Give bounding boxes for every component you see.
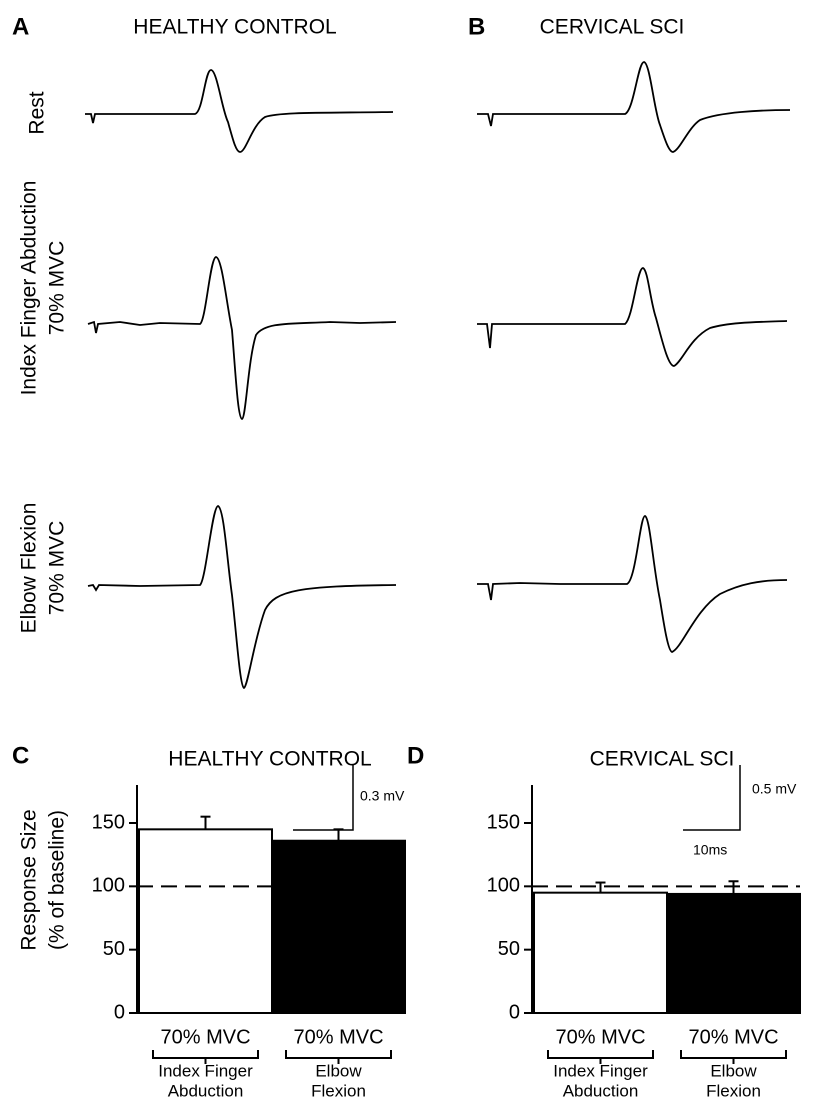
group-label: Abduction: [563, 1081, 639, 1100]
row-label: 70% MVC: [46, 241, 69, 336]
trace: [477, 61, 791, 153]
scale-bar: [683, 765, 741, 831]
x-tick-label: 70% MVC: [160, 1026, 250, 1048]
group-label: Flexion: [706, 1081, 761, 1100]
panel-title: CERVICAL SCI: [540, 16, 685, 39]
trace: [87, 256, 397, 420]
group-label: Elbow: [710, 1061, 757, 1080]
group-label: Flexion: [311, 1081, 366, 1100]
y-tick-label: 150: [487, 811, 520, 833]
chart-title: CERVICAL SCI: [590, 748, 735, 771]
bracket: [152, 1050, 259, 1064]
trace: [477, 267, 788, 367]
trace: [477, 515, 788, 653]
panel-letter: B: [468, 13, 485, 40]
panel-letter: C: [12, 742, 29, 769]
trace: [87, 505, 397, 690]
y-tick-label: 100: [487, 875, 520, 897]
bar: [271, 839, 406, 1014]
group-label: Index Finger: [553, 1061, 648, 1080]
scale-label: 10ms: [693, 842, 727, 858]
group-label: Index Finger: [158, 1061, 253, 1080]
trace: [85, 69, 394, 153]
chart-title: HEALTHY CONTROL: [168, 748, 371, 771]
row-label: Rest: [26, 91, 49, 134]
bracket: [547, 1050, 654, 1064]
bar: [138, 828, 273, 1014]
y-axis-label: (% of baseline): [46, 810, 69, 950]
group-label: Elbow: [315, 1061, 362, 1080]
x-tick-label: 70% MVC: [555, 1026, 645, 1048]
row-label: Elbow Flexion: [18, 503, 41, 634]
x-tick-label: 70% MVC: [688, 1026, 778, 1048]
bar: [533, 891, 668, 1015]
bracket: [680, 1050, 787, 1064]
y-tick-label: 0: [114, 1001, 125, 1023]
panel-letter: D: [407, 742, 424, 769]
y-tick-label: 50: [498, 938, 520, 960]
row-label: 70% MVC: [46, 521, 69, 616]
y-tick-label: 100: [92, 875, 125, 897]
scale-label: 0.5 mV: [752, 781, 797, 797]
x-tick-label: 70% MVC: [293, 1026, 383, 1048]
row-label: Index Finger Abduction: [18, 181, 41, 396]
y-axis-label: Response Size: [18, 809, 41, 950]
bracket: [285, 1050, 392, 1064]
panel-title: HEALTHY CONTROL: [133, 16, 336, 39]
scale-label: 0.3 mV: [360, 788, 405, 804]
scale-bar: [293, 765, 354, 831]
bar: [666, 892, 801, 1015]
panel-letter: A: [12, 13, 29, 40]
y-tick-label: 50: [103, 938, 125, 960]
y-tick-label: 0: [509, 1001, 520, 1023]
group-label: Abduction: [168, 1081, 244, 1100]
y-tick-label: 150: [92, 811, 125, 833]
